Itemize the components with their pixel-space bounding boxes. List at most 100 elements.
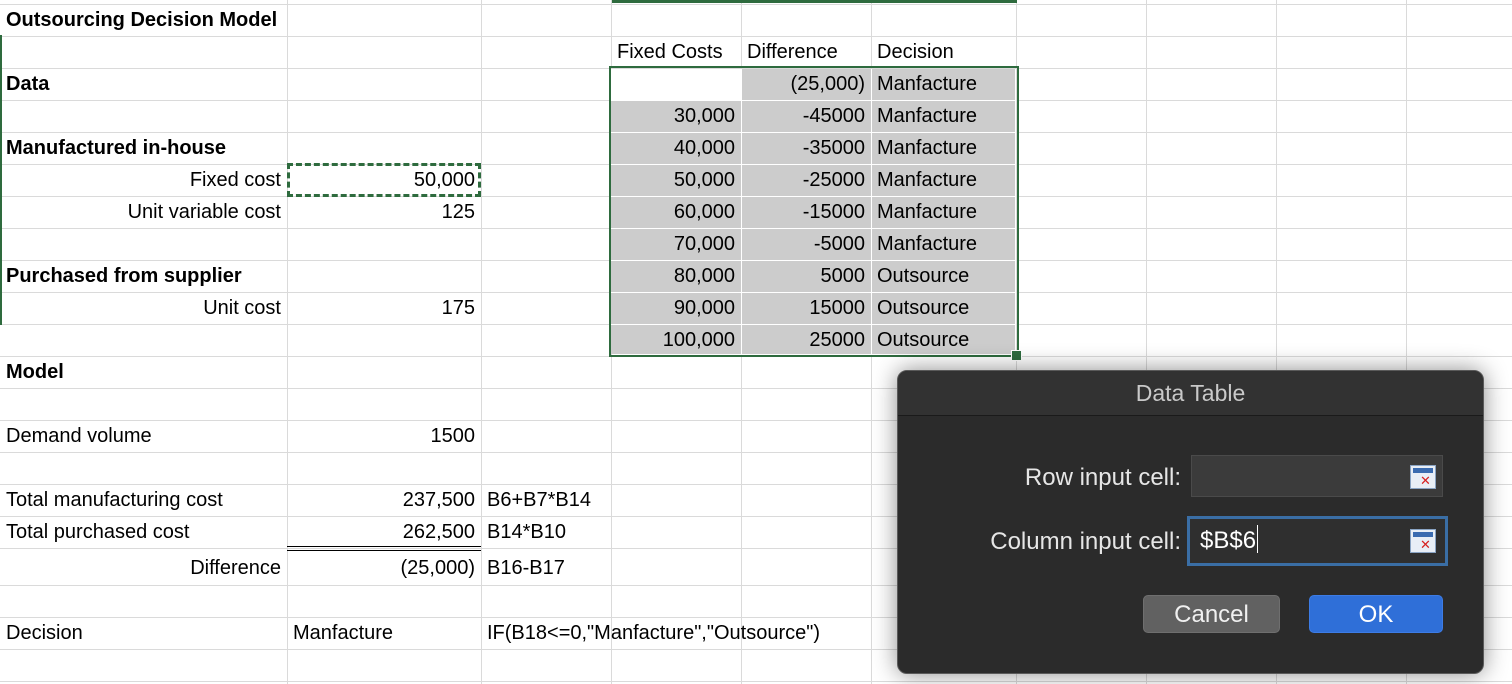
table-row-difference[interactable]: 5000 <box>820 265 866 287</box>
header-difference[interactable]: Difference <box>747 41 838 63</box>
row-line <box>611 260 1016 261</box>
column-line <box>1146 0 1147 684</box>
total-purchased-cell[interactable]: 262,500 <box>402 521 475 543</box>
section-manufactured-label[interactable]: Manufactured in-house <box>6 137 227 159</box>
fixed-cost-cell[interactable]: 50,000 <box>413 169 475 191</box>
data-table-decision-ref[interactable]: Manfacture <box>877 73 978 95</box>
close-icon: ✕ <box>1420 473 1431 488</box>
total-manufacturing-formula[interactable]: B6+B7*B14 <box>487 489 591 511</box>
column-line <box>741 69 742 356</box>
ok-button[interactable]: OK <box>1309 595 1443 633</box>
difference-formula[interactable]: B16-B17 <box>487 557 565 579</box>
table-row-fixed[interactable]: 50,000 <box>673 169 735 191</box>
unit-variable-cost-label[interactable]: Unit variable cost <box>127 201 281 223</box>
row-line <box>611 292 1016 293</box>
header-decision[interactable]: Decision <box>877 41 954 63</box>
table-row-decision[interactable]: Manfacture <box>877 137 978 159</box>
table-row-decision[interactable]: Manfacture <box>877 169 978 191</box>
table-row-decision[interactable]: Manfacture <box>877 233 978 255</box>
row-line <box>0 585 1512 586</box>
total-purchased-formula[interactable]: B14*B10 <box>487 521 566 543</box>
column-line <box>1016 0 1017 684</box>
difference-label[interactable]: Difference <box>190 557 281 579</box>
row-line <box>611 324 1016 325</box>
table-row-fixed[interactable]: 70,000 <box>673 233 735 255</box>
copy-marquee <box>287 163 481 197</box>
close-icon: ✕ <box>1420 537 1431 552</box>
dialog-titlebar[interactable] <box>898 371 1483 416</box>
table-row-fixed[interactable]: 40,000 <box>673 137 735 159</box>
row-line <box>0 484 1512 485</box>
double-underline <box>287 546 481 547</box>
data-table-range[interactable] <box>611 69 1015 354</box>
demand-volume-cell[interactable]: 1500 <box>430 425 476 447</box>
table-row-decision[interactable]: Outsource <box>877 297 970 319</box>
range-bar <box>1413 468 1433 473</box>
row-line <box>0 649 1512 650</box>
decision-formula[interactable]: IF(B18<=0,"Manfacture","Outsource") <box>487 622 820 644</box>
fill-handle[interactable] <box>1011 350 1022 361</box>
table-row-difference[interactable]: -25000 <box>802 169 865 191</box>
section-data-label[interactable]: Data <box>6 73 50 95</box>
unit-cost-cell[interactable]: 175 <box>441 297 475 319</box>
table-row-decision[interactable]: Outsource <box>877 329 970 351</box>
table-row-decision[interactable]: Manfacture <box>877 105 978 127</box>
row-input-label: Row input cell: <box>1024 464 1181 491</box>
column-line <box>287 0 288 684</box>
demand-volume-label[interactable]: Demand volume <box>6 425 152 447</box>
row-line <box>611 132 1016 133</box>
row-line <box>0 681 1512 682</box>
row-line <box>611 196 1016 197</box>
row-line <box>0 420 1512 421</box>
table-row-fixed[interactable]: 80,000 <box>673 265 735 287</box>
table-row-difference[interactable]: -35000 <box>802 137 865 159</box>
column-header-highlight <box>612 0 1017 3</box>
table-row-difference[interactable]: 25000 <box>809 329 865 351</box>
table-row-difference[interactable]: -45000 <box>802 105 865 127</box>
decision-label[interactable]: Decision <box>6 622 83 644</box>
row-line <box>0 452 1512 453</box>
data-table-corner-cell[interactable] <box>611 69 741 100</box>
row-line <box>0 36 1512 37</box>
table-row-fixed[interactable]: 30,000 <box>673 105 735 127</box>
unit-variable-cost-cell[interactable]: 125 <box>441 201 475 223</box>
column-input-value: $B$6 <box>1200 525 1259 555</box>
range-select-icon[interactable]: ✕ <box>1410 465 1436 489</box>
section-purchased-label[interactable]: Purchased from supplier <box>6 265 242 287</box>
table-row-fixed[interactable]: 60,000 <box>673 201 735 223</box>
total-purchased-label[interactable]: Total purchased cost <box>6 521 190 543</box>
table-row-difference[interactable]: 15000 <box>809 297 865 319</box>
row-line <box>0 516 1512 517</box>
row-header-highlight <box>0 35 2 325</box>
table-row-decision[interactable]: Outsource <box>877 265 970 287</box>
range-select-icon[interactable]: ✕ <box>1410 529 1436 553</box>
cancel-button[interactable]: Cancel <box>1143 595 1280 633</box>
table-row-difference[interactable]: -5000 <box>813 233 865 255</box>
fixed-cost-label[interactable]: Fixed cost <box>189 169 281 191</box>
table-row-fixed[interactable]: 90,000 <box>673 297 735 319</box>
column-input-field[interactable]: $B$6 <box>1187 516 1448 566</box>
column-line <box>481 0 482 684</box>
difference-cell[interactable]: (25,000) <box>400 557 476 579</box>
total-manufacturing-label[interactable]: Total manufacturing cost <box>6 489 223 511</box>
row-line <box>0 617 1512 618</box>
row-line <box>611 164 1016 165</box>
row-line <box>0 4 1512 5</box>
data-table-difference-ref[interactable]: (25,000) <box>790 73 866 95</box>
row-input-field[interactable] <box>1191 455 1443 497</box>
table-row-difference[interactable]: -15000 <box>802 201 865 223</box>
header-fixed-costs[interactable]: Fixed Costs <box>617 41 723 63</box>
dialog-title: Data Table <box>1135 380 1246 406</box>
unit-cost-label[interactable]: Unit cost <box>203 297 281 319</box>
double-underline <box>287 550 481 551</box>
row-line <box>0 548 1512 549</box>
decision-cell[interactable]: Manfacture <box>293 622 394 644</box>
column-line <box>871 69 872 356</box>
total-manufacturing-cell[interactable]: 237,500 <box>402 489 475 511</box>
sheet-title[interactable]: Outsourcing Decision Model <box>6 9 278 31</box>
section-model-label[interactable]: Model <box>6 361 64 383</box>
text-caret <box>1257 525 1259 553</box>
table-row-fixed[interactable]: 100,000 <box>662 329 735 351</box>
table-row-decision[interactable]: Manfacture <box>877 201 978 223</box>
